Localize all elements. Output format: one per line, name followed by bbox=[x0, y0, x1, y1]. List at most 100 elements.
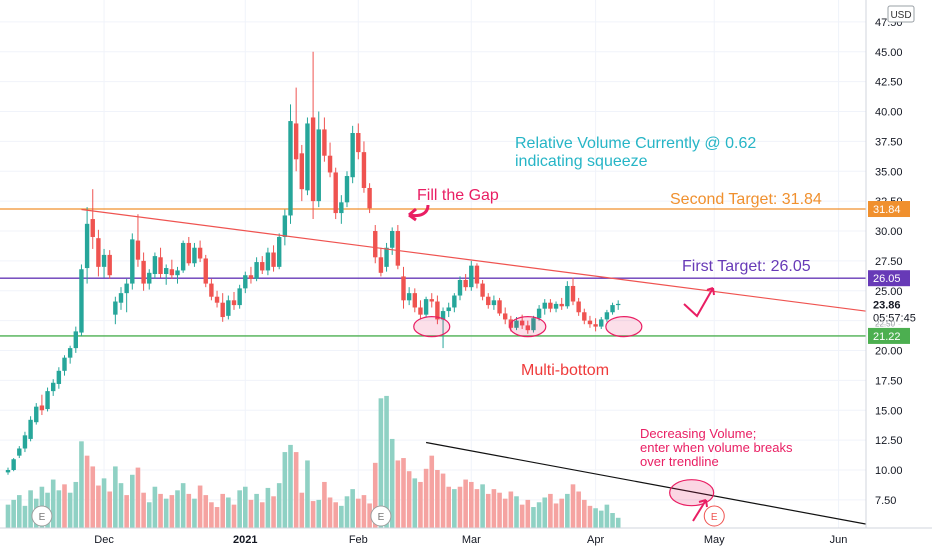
volume-bar bbox=[339, 505, 344, 528]
candle-body bbox=[79, 269, 84, 333]
x-tick-label: Apr bbox=[587, 534, 604, 546]
candle-body bbox=[350, 133, 355, 178]
currency-box[interactable] bbox=[887, 5, 915, 23]
candle-body bbox=[56, 370, 62, 384]
candle-body bbox=[582, 312, 587, 321]
volume-bar bbox=[406, 471, 412, 528]
candle-body bbox=[73, 331, 78, 349]
volume-bar bbox=[565, 493, 570, 528]
volume-bar bbox=[50, 479, 56, 528]
candle-body bbox=[497, 300, 502, 314]
volume-bar bbox=[356, 498, 361, 528]
volume-bar bbox=[265, 487, 271, 528]
volume-bar bbox=[361, 495, 367, 528]
volume-bar bbox=[384, 395, 389, 528]
candle-body bbox=[175, 270, 180, 276]
candle-body bbox=[344, 176, 350, 203]
volume-breakout-arrowhead bbox=[698, 499, 708, 508]
earnings-circle[interactable] bbox=[31, 505, 53, 527]
volume-bar bbox=[259, 502, 265, 528]
level-price-tag bbox=[868, 327, 910, 344]
volume-bar bbox=[378, 398, 384, 528]
volume-breakout-arrow bbox=[692, 499, 707, 522]
volume-bar bbox=[237, 490, 242, 528]
candle-body bbox=[401, 276, 406, 301]
marked-zone bbox=[413, 316, 451, 338]
volume-bar bbox=[90, 466, 96, 528]
candle-body bbox=[197, 247, 203, 259]
volume-bar bbox=[548, 493, 553, 528]
candle-body bbox=[390, 231, 395, 248]
earnings-letter: E bbox=[711, 512, 718, 523]
volume-bar bbox=[220, 493, 225, 528]
fill-gap-arrowhead bbox=[408, 207, 417, 222]
candle-body bbox=[593, 324, 598, 327]
candle-body bbox=[180, 242, 186, 271]
candle-body bbox=[486, 296, 491, 306]
volume-bar bbox=[158, 493, 163, 528]
y-tick-label: 15.00 bbox=[875, 405, 903, 417]
candle-body bbox=[90, 219, 95, 237]
volume-bar bbox=[271, 496, 276, 528]
candle-body bbox=[254, 262, 259, 279]
volume-bar bbox=[22, 505, 28, 528]
volume-bar bbox=[73, 481, 79, 528]
candle-body bbox=[457, 279, 463, 296]
y-tick-label: 12.50 bbox=[875, 435, 903, 447]
volume-bar bbox=[474, 489, 480, 528]
volume-bar bbox=[525, 499, 531, 528]
earnings-marker[interactable]: E bbox=[31, 505, 53, 527]
volume-bar bbox=[502, 498, 508, 528]
earnings-circle[interactable] bbox=[370, 505, 392, 527]
volume-bar bbox=[124, 495, 129, 528]
volume-bar bbox=[310, 501, 316, 528]
volume-bar bbox=[214, 507, 220, 528]
candle-body bbox=[536, 308, 542, 319]
y-tick-label: 17.50 bbox=[875, 375, 903, 387]
volume-bar bbox=[536, 502, 542, 528]
currency-label[interactable]: USD bbox=[890, 10, 911, 21]
volume-bar bbox=[135, 467, 141, 528]
candle-body bbox=[378, 257, 384, 273]
candle-body bbox=[519, 320, 525, 326]
volume-bar bbox=[197, 485, 203, 528]
volume-bar bbox=[79, 441, 84, 528]
axis-background bbox=[866, 0, 932, 528]
volume-bar bbox=[570, 484, 576, 528]
volume-bar bbox=[372, 462, 378, 528]
earnings-marker[interactable]: E bbox=[370, 505, 392, 527]
candle-body bbox=[152, 256, 158, 275]
candle-body bbox=[412, 293, 417, 308]
volume-bar bbox=[542, 497, 548, 528]
volume-bar bbox=[146, 502, 152, 528]
volume-bar bbox=[322, 481, 327, 528]
candle-body bbox=[214, 296, 220, 303]
candle-body bbox=[135, 240, 141, 260]
volume-bar bbox=[209, 502, 214, 528]
earnings-circle[interactable] bbox=[703, 505, 725, 527]
candle-body bbox=[96, 238, 101, 267]
candle-body bbox=[293, 123, 299, 160]
earnings-marker[interactable]: E bbox=[703, 505, 725, 527]
level-price-text: 26.05 bbox=[873, 273, 901, 285]
earnings-letter: E bbox=[39, 512, 46, 523]
candle-body bbox=[305, 123, 310, 191]
marked-zone bbox=[669, 479, 715, 507]
volume-bar bbox=[17, 495, 22, 528]
trendlines bbox=[81, 208, 884, 528]
volume-bar bbox=[107, 491, 112, 528]
volume-bar bbox=[96, 485, 101, 528]
volume-bar bbox=[186, 493, 192, 528]
candle-body bbox=[423, 299, 429, 315]
volume-trendline bbox=[425, 441, 884, 528]
candle-body bbox=[28, 419, 33, 439]
volume-bar bbox=[457, 486, 463, 528]
candle-body bbox=[367, 187, 372, 209]
volume-bar bbox=[84, 455, 90, 528]
candle-body bbox=[130, 239, 135, 284]
volume-bar bbox=[615, 517, 621, 528]
candle-body bbox=[34, 406, 39, 423]
candle-body bbox=[531, 318, 536, 331]
